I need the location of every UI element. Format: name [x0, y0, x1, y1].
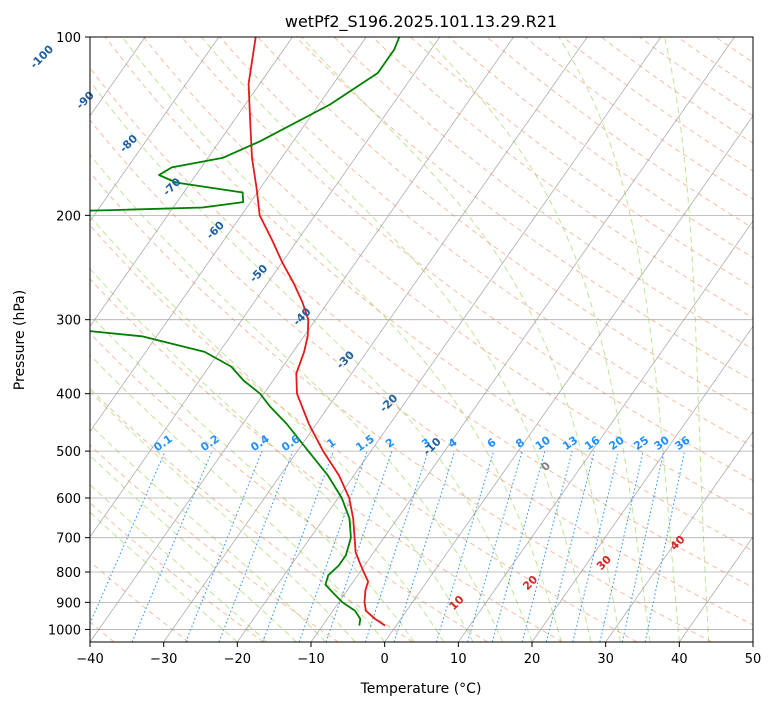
mixing-ratio-line [325, 450, 393, 642]
moist-adiabat [90, 154, 503, 642]
dry-adiabat [90, 332, 488, 642]
x-tick-label: 0 [381, 652, 389, 667]
moist-adiabat [90, 511, 238, 642]
chart-title: wetPf2_S196.2025.101.13.29.R21 [285, 12, 557, 32]
mixing-ratio-line [467, 450, 523, 642]
mixing-ratio-line [621, 450, 665, 642]
y-tick-label: 1000 [48, 623, 81, 638]
y-tick-label: 400 [56, 388, 81, 403]
x-tick-label: 20 [524, 652, 541, 667]
isotherm-line [90, 37, 293, 327]
mixing-ratio-line [572, 450, 620, 642]
mixing-ratio-line [393, 450, 456, 642]
mixing-ratio-line [298, 450, 368, 642]
isotherm-line [90, 37, 514, 642]
x-tick-label: −30 [150, 652, 177, 667]
x-tick-label: −40 [76, 652, 103, 667]
moist-adiabat [425, 37, 651, 642]
isotherm-line [531, 325, 753, 642]
isotherm-line [605, 430, 753, 642]
plot-contents [90, 37, 753, 642]
pressure-gridlines [90, 37, 753, 630]
x-axis-label: Temperature (°C) [360, 681, 482, 697]
mixing-ratio-line [435, 450, 495, 642]
temperature-line [247, 37, 386, 627]
dry-adiabat [257, 37, 753, 414]
dry-adiabat [219, 37, 753, 448]
y-tick-label: 300 [56, 314, 81, 329]
moist-adiabat [121, 37, 562, 642]
y-axis-label: Pressure (hPa) [12, 290, 28, 390]
x-axis-ticks: −40 −30 −20 −10 0 10 20 30 40 50 [76, 642, 761, 667]
moist-adiabat [90, 454, 297, 642]
isotherm-line [384, 115, 753, 642]
plot-frame [89, 36, 754, 643]
y-tick-label: 900 [56, 596, 81, 611]
isotherm-line [458, 220, 753, 642]
y-tick-label: 100 [56, 31, 81, 46]
isotherm-line [90, 37, 220, 222]
x-tick-label: 40 [671, 652, 688, 667]
dry-adiabat [90, 119, 753, 626]
isotherm-line [90, 37, 441, 538]
moist-adiabat [90, 313, 415, 642]
dry-adiabat [410, 37, 753, 289]
dry-adiabat [90, 501, 264, 642]
mixing-ratio-line [599, 450, 644, 642]
x-tick-label: 30 [597, 652, 614, 667]
mixing-ratio-line [644, 451, 686, 642]
moist-adiabat [90, 483, 268, 642]
dry-adiabat [486, 37, 753, 229]
dry-adiabat [90, 278, 563, 642]
dry-adiabat [448, 37, 753, 259]
mixing-ratio-line [521, 450, 573, 642]
moist-adiabat [90, 215, 474, 642]
isotherm-line [237, 37, 662, 642]
dewpoint-line [90, 37, 401, 626]
moist-adiabat [300, 37, 621, 642]
x-tick-label: −10 [297, 652, 324, 667]
moist-adiabat [90, 423, 327, 642]
isotherm-line [310, 37, 735, 642]
moist-adiabat [90, 390, 356, 642]
moist-adiabat [558, 37, 680, 642]
y-tick-label: 200 [56, 209, 81, 224]
x-tick-label: 50 [745, 652, 762, 667]
dry-adiabat [600, 37, 753, 144]
dry-adiabat [333, 37, 753, 350]
isotherm-line [163, 37, 588, 642]
profile-series [90, 37, 401, 627]
mixing-ratio-line [131, 450, 213, 642]
dry-adiabat [295, 37, 753, 382]
x-tick-label: −20 [224, 652, 251, 667]
mixing-ratio-line [364, 450, 429, 642]
isotherm-line [679, 536, 753, 642]
y-tick-label: 800 [56, 566, 81, 581]
moist-adiabat [90, 80, 533, 642]
y-tick-label: 500 [56, 445, 81, 460]
moist-adiabat [201, 37, 592, 642]
dry-adiabat [90, 67, 753, 588]
mixing-ratio-line [90, 450, 166, 625]
y-tick-label: 700 [56, 532, 81, 547]
mixing-ratio-line [491, 450, 546, 642]
y-axis-ticks: 1000 900 800 700 600 500 400 300 200 100 [48, 31, 90, 638]
moist-adiabat [90, 268, 445, 642]
y-tick-label: 600 [56, 492, 81, 507]
x-tick-label: 10 [450, 652, 467, 667]
